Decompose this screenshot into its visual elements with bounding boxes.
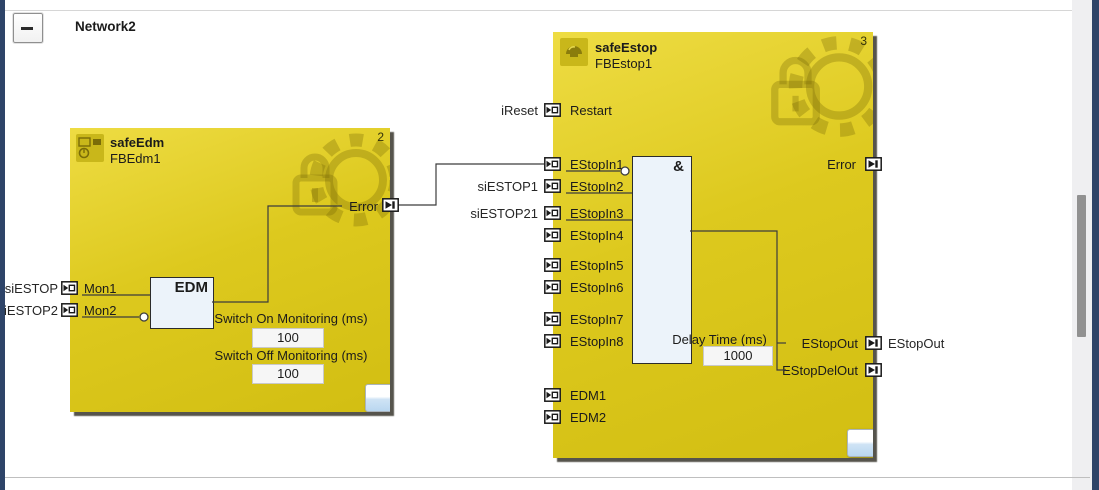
block-type-name: safeEdm xyxy=(110,135,165,150)
network-bottom-divider xyxy=(5,477,1090,478)
input-port-icon-estopin7[interactable] xyxy=(544,312,561,326)
param-switch-on-label: Switch On Monitoring (ms) xyxy=(214,311,368,326)
output-port-icon-estopout[interactable] xyxy=(865,336,882,350)
edm-gate-box[interactable] xyxy=(150,277,214,329)
input-port-icon-estopin2[interactable] xyxy=(544,179,561,193)
ext-signal-iestop2[interactable]: iESTOP2 xyxy=(4,303,58,318)
gear-lock-watermark-icon xyxy=(292,133,390,227)
input-pin-edm1[interactable]: EDM1 xyxy=(570,388,607,403)
input-port-icon-estopin3[interactable] xyxy=(544,206,561,220)
output-pin-error[interactable]: Error xyxy=(827,157,856,172)
input-port-icon-estopin6[interactable] xyxy=(544,280,561,294)
ext-signal-ireset[interactable]: iReset xyxy=(501,103,538,118)
block-resize-icon[interactable] xyxy=(365,384,390,412)
input-pin-mon2[interactable]: Mon2 xyxy=(84,303,117,318)
block-type-name: safeEstop xyxy=(595,40,658,55)
output-port-icon-error-edm[interactable] xyxy=(382,198,399,212)
block-instance-name: FBEdm1 xyxy=(110,151,161,166)
edm-gate-label: EDM xyxy=(174,279,208,296)
block-resize-icon[interactable] xyxy=(847,429,873,457)
output-port-icon-estopdelout[interactable] xyxy=(865,363,882,377)
gear-lock-watermark-icon xyxy=(771,36,873,137)
input-pin-estopin4[interactable]: EStopIn4 xyxy=(570,228,624,243)
network-title: Network2 xyxy=(75,19,136,34)
function-block-safeestop[interactable]: safeEstop FBEstop1 3 xyxy=(553,32,873,458)
input-pin-estopin8[interactable]: EStopIn8 xyxy=(570,334,624,349)
ext-signal-siestop1[interactable]: siESTOP1 xyxy=(477,179,538,194)
input-pin-estopin2[interactable]: EStopIn2 xyxy=(570,179,624,194)
safeestop-block-icon xyxy=(560,38,588,66)
network-collapse-button[interactable] xyxy=(12,12,44,44)
input-port-icon-estopin1[interactable] xyxy=(544,157,561,171)
input-port-icon-edm1[interactable] xyxy=(544,388,561,402)
input-pin-edm2[interactable]: EDM2 xyxy=(570,410,607,425)
input-port-icon-mon2[interactable] xyxy=(61,303,78,317)
ext-signal-siestop[interactable]: siESTOP xyxy=(4,281,58,296)
safeedm-block-icon xyxy=(76,134,104,162)
minus-icon xyxy=(21,27,33,30)
input-pin-estopin5[interactable]: EStopIn5 xyxy=(570,258,624,273)
input-port-icon-restart[interactable] xyxy=(544,103,561,117)
input-pin-estopin7[interactable]: EStopIn7 xyxy=(570,312,624,327)
input-pin-estopin1[interactable]: EStopIn1 xyxy=(570,157,624,172)
input-port-icon-estopin8[interactable] xyxy=(544,334,561,348)
param-switch-off-label: Switch Off Monitoring (ms) xyxy=(214,348,368,363)
network-top-divider xyxy=(5,10,1072,11)
input-pin-estopin6[interactable]: EStopIn6 xyxy=(570,280,624,295)
execution-order-number: 3 xyxy=(860,34,867,48)
ext-signal-siestop21[interactable]: siESTOP21 xyxy=(470,206,538,221)
input-port-icon-mon1[interactable] xyxy=(61,281,78,295)
input-port-icon-estopin4[interactable] xyxy=(544,228,561,242)
execution-order-number: 2 xyxy=(377,130,384,144)
block-instance-name: FBEstop1 xyxy=(595,56,653,71)
input-port-icon-edm2[interactable] xyxy=(544,410,561,424)
input-pin-estopin3[interactable]: EStopIn3 xyxy=(570,206,624,221)
input-pin-mon1[interactable]: Mon1 xyxy=(84,281,117,296)
param-delay-time-value[interactable]: 1000 xyxy=(703,346,773,366)
left-edge-bar xyxy=(0,0,5,490)
right-edge-bar xyxy=(1092,0,1099,490)
output-port-icon-error-estop[interactable] xyxy=(865,157,882,171)
output-pin-estopout[interactable]: EStopOut xyxy=(801,336,858,351)
function-block-safeedm[interactable]: safeEdm FBEdm1 2 xyxy=(70,128,390,412)
and-gate-label: & xyxy=(673,158,684,175)
param-delay-time-label: Delay Time (ms) xyxy=(672,332,767,347)
input-port-icon-estopin5[interactable] xyxy=(544,258,561,272)
scrollbar-thumb[interactable] xyxy=(1077,195,1086,337)
output-pin-error[interactable]: Error xyxy=(349,199,378,214)
output-pin-estopdelout[interactable]: EStopDelOut xyxy=(782,363,858,378)
ext-signal-estopout[interactable]: EStopOut xyxy=(888,336,945,351)
param-switch-on-value[interactable]: 100 xyxy=(252,328,324,348)
param-switch-off-value[interactable]: 100 xyxy=(252,364,324,384)
input-pin-restart[interactable]: Restart xyxy=(570,103,612,118)
